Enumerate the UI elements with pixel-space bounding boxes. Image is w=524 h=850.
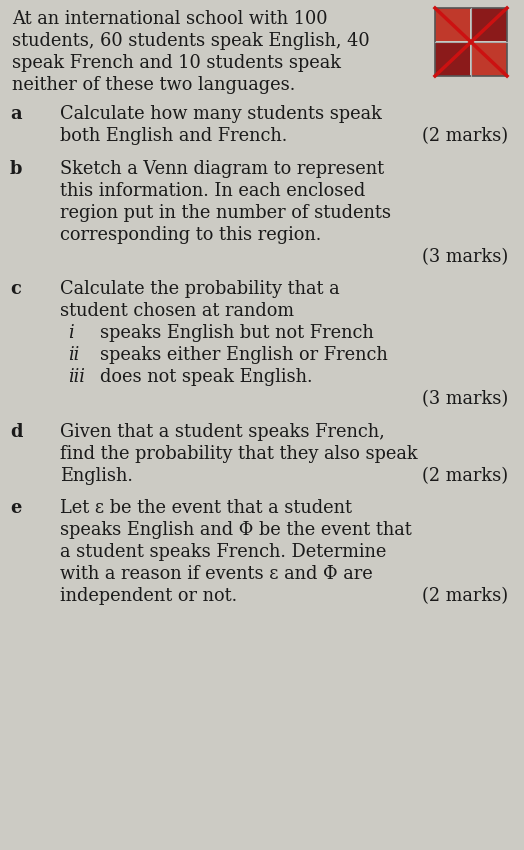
Text: with a reason if events ε and Φ are: with a reason if events ε and Φ are xyxy=(60,565,373,583)
Text: students, 60 students speak English, 40: students, 60 students speak English, 40 xyxy=(12,32,369,50)
Bar xyxy=(435,43,470,76)
Text: Calculate the probability that a: Calculate the probability that a xyxy=(60,280,340,298)
Text: independent or not.: independent or not. xyxy=(60,587,237,605)
Text: Given that a student speaks French,: Given that a student speaks French, xyxy=(60,422,385,441)
Text: find the probability that they also speak: find the probability that they also spea… xyxy=(60,445,418,462)
Text: ii: ii xyxy=(68,346,79,364)
Text: i: i xyxy=(68,324,74,343)
Text: (2 marks): (2 marks) xyxy=(422,467,508,484)
Text: (3 marks): (3 marks) xyxy=(422,247,508,265)
Text: English.: English. xyxy=(60,467,133,484)
Text: (2 marks): (2 marks) xyxy=(422,587,508,605)
Bar xyxy=(472,8,507,41)
Bar xyxy=(435,8,507,76)
Text: d: d xyxy=(10,422,23,441)
Text: both English and French.: both English and French. xyxy=(60,127,287,145)
Text: c: c xyxy=(10,280,21,298)
Bar xyxy=(472,43,507,76)
Text: this information. In each enclosed: this information. In each enclosed xyxy=(60,182,365,200)
Text: speak French and 10 students speak: speak French and 10 students speak xyxy=(12,54,341,72)
Text: corresponding to this region.: corresponding to this region. xyxy=(60,225,321,244)
Text: a student speaks French. Determine: a student speaks French. Determine xyxy=(60,543,386,561)
Text: does not speak English.: does not speak English. xyxy=(100,368,312,386)
Text: neither of these two languages.: neither of these two languages. xyxy=(12,76,295,94)
Text: Calculate how many students speak: Calculate how many students speak xyxy=(60,105,382,123)
Text: Let ε be the event that a student: Let ε be the event that a student xyxy=(60,500,352,518)
Text: speaks English but not French: speaks English but not French xyxy=(100,324,374,343)
Bar xyxy=(435,8,470,41)
Text: student chosen at random: student chosen at random xyxy=(60,303,294,320)
Text: e: e xyxy=(10,500,21,518)
Text: speaks English and Φ be the event that: speaks English and Φ be the event that xyxy=(60,521,412,540)
Text: At an international school with 100: At an international school with 100 xyxy=(12,10,328,28)
Text: iii: iii xyxy=(68,368,85,386)
Text: region put in the number of students: region put in the number of students xyxy=(60,204,391,222)
Text: (3 marks): (3 marks) xyxy=(422,390,508,408)
Text: Sketch a Venn diagram to represent: Sketch a Venn diagram to represent xyxy=(60,160,384,178)
Text: speaks either English or French: speaks either English or French xyxy=(100,346,388,364)
Text: a: a xyxy=(10,105,21,123)
Text: b: b xyxy=(10,160,23,178)
Text: (2 marks): (2 marks) xyxy=(422,127,508,145)
